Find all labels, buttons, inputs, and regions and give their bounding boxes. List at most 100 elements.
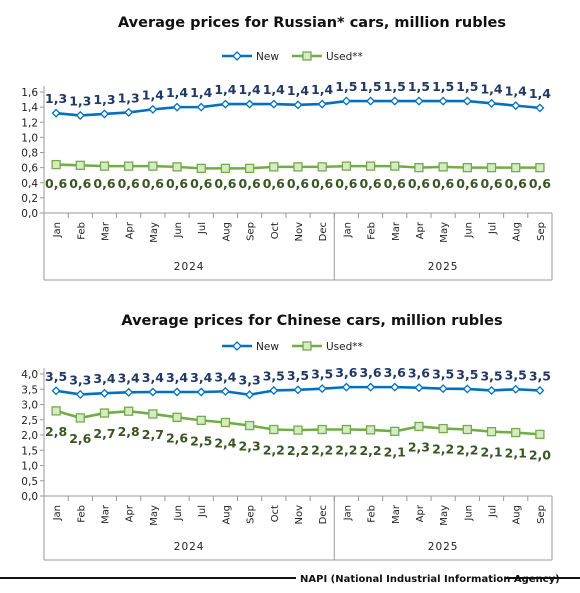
data-point (220, 386, 230, 396)
data-label: 0,6 (190, 176, 212, 191)
data-point (390, 382, 400, 392)
data-label: 3,5 (287, 368, 309, 383)
data-point (293, 100, 303, 110)
y-tick-label: 0,0 (21, 208, 38, 220)
data-label: 2,7 (142, 427, 164, 442)
data-point (486, 162, 497, 173)
y-tick-label: 0,0 (21, 491, 38, 503)
data-label: 1,5 (359, 79, 381, 94)
data-point (511, 162, 521, 173)
data-point (99, 408, 110, 418)
data-label: 2,6 (69, 431, 91, 446)
data-label: 1,3 (118, 90, 140, 105)
data-label: 0,6 (287, 176, 309, 191)
data-label: 1,4 (239, 82, 261, 97)
data-point (269, 424, 279, 435)
data-label: 1,5 (432, 79, 454, 94)
x-tick-label: Apr (125, 221, 136, 239)
x-tick-label: Mar (100, 504, 111, 524)
data-label: 0,6 (93, 176, 115, 191)
x-tick-label: Jul (488, 505, 499, 518)
data-point (487, 98, 497, 108)
data-label: 3,6 (359, 365, 381, 380)
x-tick-label: Jan (342, 222, 353, 238)
x-tick-label: Feb (76, 505, 87, 523)
footer: NAPI (National Industrial Information Ag… (0, 574, 580, 585)
data-point (269, 385, 279, 395)
x-tick-label: Mar (391, 221, 402, 241)
y-tick-label: 1,0 (21, 132, 38, 144)
data-label: 0,6 (408, 176, 430, 191)
data-label: 0,6 (69, 176, 91, 191)
footer-source: NAPI (National Industrial Information Ag… (300, 574, 560, 585)
data-label: 3,5 (45, 369, 67, 384)
data-label: 1,4 (529, 86, 551, 101)
x-tick-label: Jan (52, 222, 63, 238)
x-tick-label: Jul (197, 505, 208, 518)
data-label: 3,5 (311, 367, 333, 382)
data-point (148, 387, 158, 397)
data-label: 0,6 (505, 176, 527, 191)
data-label: 1,4 (505, 84, 527, 99)
x-tick-label: Feb (76, 222, 87, 240)
data-point (148, 161, 158, 171)
data-point (148, 104, 158, 114)
x-tick-label: May (439, 505, 450, 526)
data-point (535, 103, 545, 113)
x-tick-label: Sep (246, 222, 257, 241)
data-point (245, 390, 255, 400)
x-tick-label: Jul (488, 222, 499, 235)
data-label: 0,6 (529, 176, 551, 191)
data-label: 2,2 (456, 443, 478, 458)
series-new: 3,5 3,3 3,4 3,4 3,4 3,4 3,4 3,4 3,3 3,5 3,5 3,5 3,6 3… (45, 365, 551, 400)
year-label: 2025 (428, 261, 459, 273)
x-tick-label: Aug (221, 222, 232, 242)
data-point (462, 384, 472, 394)
x-tick-label: Aug (512, 505, 523, 525)
x-tick-label: Dec (318, 222, 329, 241)
legend-marker-square-icon (302, 51, 312, 61)
data-point (390, 96, 400, 106)
data-label: 1,4 (214, 82, 236, 97)
data-label: 3,4 (93, 371, 115, 386)
year-label: 2024 (174, 541, 205, 553)
data-label: 2,1 (480, 445, 502, 460)
russian-cars-chart: Average prices for Russian* cars, millio… (21, 15, 553, 281)
y-tick-label: 4,0 (21, 369, 38, 381)
data-point (365, 425, 376, 435)
data-point (366, 382, 376, 392)
data-point (220, 99, 230, 109)
data-point (99, 109, 109, 119)
data-label: 0,6 (45, 176, 67, 191)
data-label: 2,2 (359, 443, 381, 458)
legend-marker-diamond-icon (232, 51, 242, 61)
series-used: 2,8 2,6 2,7 2,8 2,7 2,6 2,5 2,4 2,3 2,2 2,2 2,2 2,2 2… (45, 406, 551, 462)
x-tick-label: Oct (270, 505, 281, 522)
data-label: 2,0 (529, 447, 551, 462)
data-label: 2,2 (263, 443, 285, 458)
data-point (99, 388, 109, 398)
data-label: 3,6 (384, 365, 406, 380)
data-label: 0,6 (456, 176, 478, 191)
data-point (124, 406, 134, 416)
x-tick-label: Sep (536, 505, 547, 524)
x-tick-label: Jul (197, 222, 208, 235)
data-point (269, 162, 279, 172)
data-point (269, 99, 279, 109)
data-label: 3,4 (118, 370, 140, 385)
data-label: 0,6 (384, 176, 406, 191)
y-tick-label: 2,5 (21, 415, 38, 427)
data-point (99, 161, 110, 171)
data-point (196, 102, 206, 112)
data-label: 2,7 (93, 426, 115, 441)
x-tick-label: Jun (173, 505, 184, 522)
data-label: 3,5 (456, 367, 478, 382)
y-tick-label: 3,0 (21, 400, 38, 412)
x-tick-label: Dec (318, 505, 329, 524)
data-point (462, 96, 472, 106)
y-tick-label: 0,6 (21, 163, 38, 175)
x-tick-label: Mar (100, 221, 111, 241)
data-label: 3,3 (69, 372, 91, 387)
y-tick-label: 0,8 (21, 148, 38, 160)
data-point (486, 426, 497, 437)
